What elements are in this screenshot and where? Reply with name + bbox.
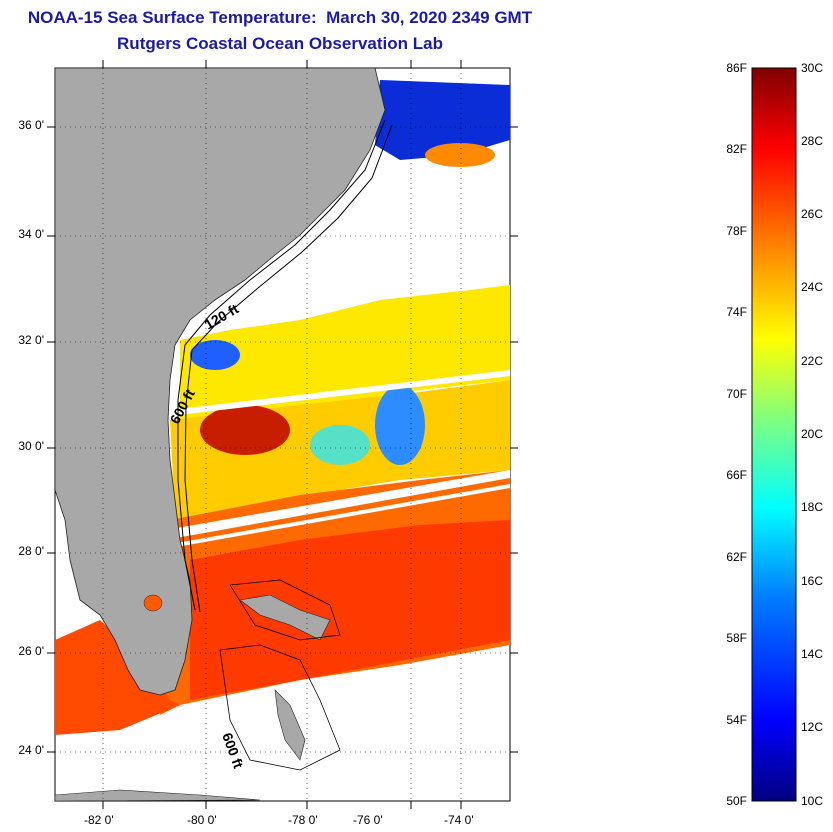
- colorbar-label-c: 10C: [801, 794, 824, 808]
- lat-label: 28 0': [18, 544, 44, 558]
- sst-red-patch: [200, 405, 290, 455]
- land-bahamas-2: [274, 689, 306, 761]
- contour-bahamas: [229, 579, 341, 641]
- colorbar: [751, 67, 797, 802]
- colorbar-label-f: 78F: [726, 224, 747, 238]
- map-grid: [55, 68, 510, 801]
- colorbar-label-f: 82F: [726, 142, 747, 156]
- sst-northern-blue: [375, 80, 510, 160]
- cloud-gap-3: [165, 484, 510, 549]
- land-cuba-edge: [55, 789, 261, 801]
- colorbar-label-c: 18C: [801, 500, 824, 514]
- cloud-gap-1: [170, 370, 510, 416]
- lon-label: -76 0': [353, 813, 383, 827]
- colorbar-label-c: 26C: [801, 207, 824, 221]
- map-content: [55, 68, 510, 801]
- colorbar-label-c: 20C: [801, 427, 824, 441]
- map-title: NOAA-15 Sea Surface Temperature: March 3…: [27, 8, 533, 27]
- colorbar-label-f: 74F: [726, 305, 747, 319]
- map-ticks: [47, 60, 518, 809]
- contour-600ft: [184, 124, 393, 613]
- colorbar-label-f: 66F: [726, 468, 747, 482]
- colorbar-label-c: 14C: [801, 647, 824, 661]
- colorbar-label-c: 16C: [801, 574, 824, 588]
- map-subtitle: Rutgers Coastal Ocean Observation Lab: [117, 34, 443, 53]
- colorbar-label-f: 50F: [726, 794, 747, 808]
- lat-label: 30 0': [18, 439, 44, 453]
- colorbar-label-c: 28C: [801, 134, 824, 148]
- sst-swath-north: [180, 285, 510, 420]
- colorbar-label-f: 86F: [726, 61, 747, 75]
- sst-cool-patch: [375, 385, 425, 465]
- sst-northern-warm: [425, 143, 495, 167]
- lat-label: 34 0': [18, 227, 44, 241]
- colorbar-label-f: 58F: [726, 631, 747, 645]
- lon-label: -74 0': [444, 813, 474, 827]
- colorbar-label-f: 62F: [726, 550, 747, 564]
- sst-gulf-region: [55, 620, 180, 735]
- cloud-gap-2: [165, 470, 510, 540]
- lon-label: -80 0': [187, 813, 217, 827]
- colorbar-label-c: 12C: [801, 720, 824, 734]
- lat-label: 36 0': [18, 118, 44, 132]
- lake-okeechobee: [143, 594, 163, 612]
- contour-south: [219, 644, 341, 771]
- colorbar-label-f: 70F: [726, 387, 747, 401]
- colorbar-label-f: 54F: [726, 713, 747, 727]
- lon-label: -78 0': [288, 813, 318, 827]
- lat-label: 26 0': [18, 644, 44, 658]
- sst-cool-patch-2: [190, 340, 240, 370]
- contour-120ft: [177, 119, 386, 611]
- sst-cyan-patch: [310, 425, 370, 465]
- land-us-southeast: [55, 68, 386, 696]
- colorbar-label-c: 24C: [801, 280, 824, 294]
- colorbar-label-c: 30C: [801, 61, 824, 75]
- sst-warm-core: [190, 520, 510, 700]
- colorbar-label-c: 22C: [801, 354, 824, 368]
- land-bahamas-1: [239, 594, 331, 641]
- lon-label: -82 0': [84, 813, 114, 827]
- lat-label: 32 0': [18, 333, 44, 347]
- lat-label: 24 0': [18, 743, 44, 757]
